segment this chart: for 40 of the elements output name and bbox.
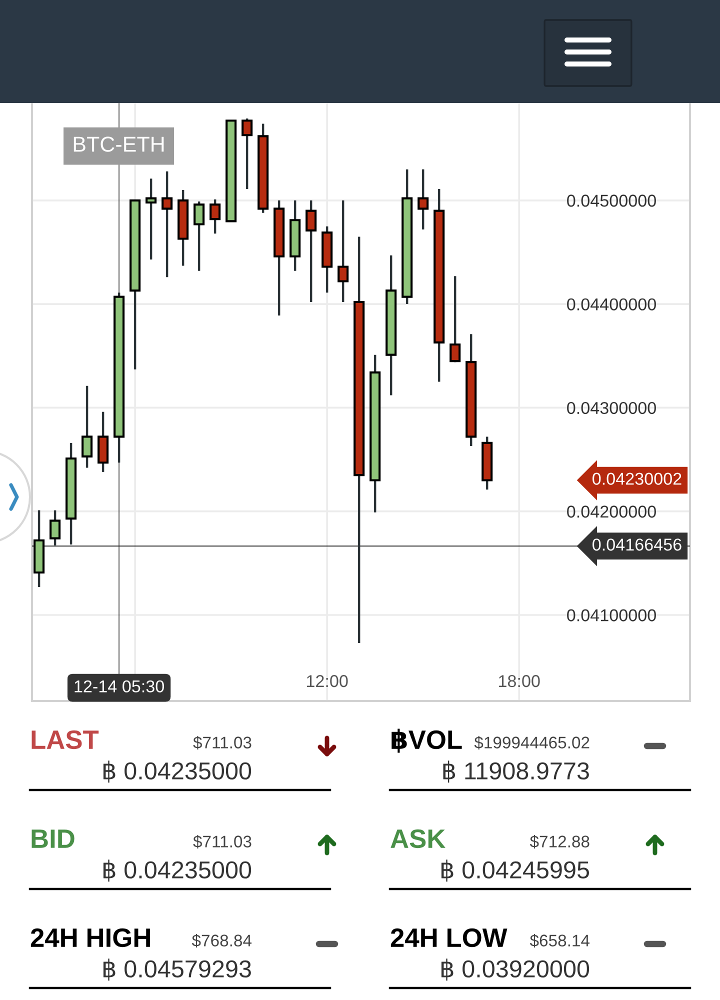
text: ฿ 0.04235000	[103, 760, 252, 783]
ref-line-label: 12-14 05:30	[74, 680, 164, 692]
text: LAST	[32, 730, 99, 750]
y-tick-label: 0.04200000	[567, 506, 656, 518]
y-tick-label: 0.04300000	[567, 402, 656, 414]
text: $712.88	[530, 834, 590, 848]
candlestick	[418, 168, 429, 231]
y-tick-label: 0.04500000	[567, 194, 656, 207]
text: 24H HIGH	[30, 928, 150, 948]
text: ฿ 0.03920000	[441, 958, 590, 981]
text: $711.03	[193, 736, 252, 750]
ref-line-label: 0.04166456	[592, 538, 682, 551]
candlestick	[194, 200, 205, 272]
text: 24H LOW	[390, 928, 508, 948]
candlestick	[162, 170, 173, 278]
y-tick-label: 0.04400000	[567, 298, 656, 310]
y-tick-label: 0.04100000	[567, 609, 656, 622]
text: $768.84	[192, 934, 252, 948]
text: ฿ 11908.9773	[443, 760, 589, 783]
text: $658.14	[530, 934, 590, 948]
candlestick	[146, 178, 157, 261]
candlestick	[242, 117, 253, 190]
text: ฿ 0.04579293	[103, 958, 251, 981]
text: $199944465.02	[474, 736, 590, 750]
candlestick	[338, 199, 349, 304]
text: BID	[32, 830, 74, 848]
x-tick-label: 12:00	[307, 675, 348, 688]
candlestick	[306, 199, 317, 304]
text: $711.03	[193, 834, 252, 848]
candlestick	[210, 198, 221, 235]
text: ฿VOL	[392, 728, 462, 753]
candlestick	[50, 509, 61, 547]
text: BTC-ETH	[74, 136, 164, 152]
text: ฿ 0.04245995	[441, 860, 589, 882]
x-tick-label: 18:00	[499, 675, 540, 688]
text: ฿ 0.04235000	[103, 860, 252, 882]
annotation: 0.04230002	[592, 472, 682, 485]
text: ASK	[390, 829, 446, 848]
candlestick	[82, 384, 93, 469]
candlestick	[450, 274, 461, 364]
